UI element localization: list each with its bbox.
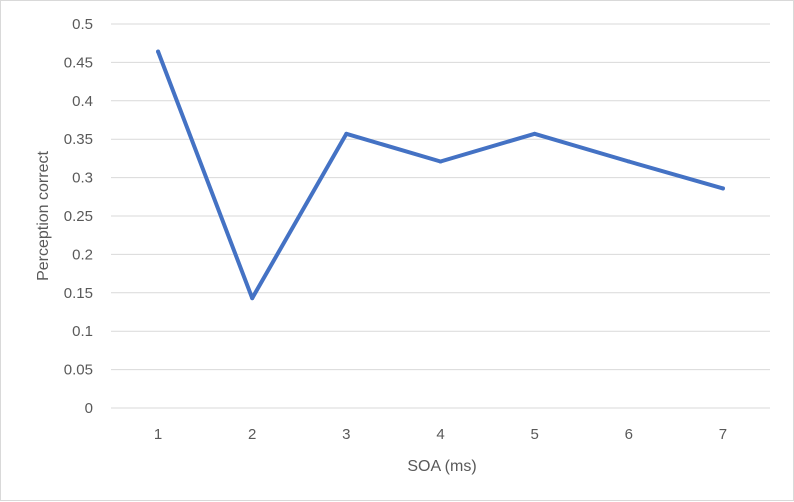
x-tick-label-4: 5 bbox=[530, 426, 538, 443]
y-tick-label-2: 0.1 bbox=[72, 323, 93, 340]
x-tick-label-1: 2 bbox=[248, 426, 256, 443]
series-layer bbox=[156, 49, 725, 301]
x-axis-tick-labels: 1 2 3 4 5 6 7 bbox=[154, 426, 727, 443]
y-axis-tick-labels: 0 0.05 0.1 0.15 0.2 0.25 0.3 0.35 0.4 0.45 0.5 bbox=[64, 16, 93, 417]
data-point-3 bbox=[438, 159, 443, 164]
series-line-0 bbox=[156, 49, 725, 301]
y-tick-label-6: 0.3 bbox=[72, 170, 93, 187]
data-point-2 bbox=[344, 131, 349, 136]
data-point-6 bbox=[720, 186, 725, 191]
y-tick-label-1: 0.05 bbox=[64, 362, 93, 379]
data-point-0 bbox=[156, 49, 161, 54]
data-point-4 bbox=[532, 131, 537, 136]
x-tick-label-6: 7 bbox=[719, 426, 727, 443]
y-axis-title: Perception correct bbox=[35, 151, 52, 281]
y-tick-label-9: 0.45 bbox=[64, 54, 93, 71]
x-tick-label-5: 6 bbox=[625, 426, 633, 443]
y-tick-label-3: 0.15 bbox=[64, 285, 93, 302]
y-tick-label-0: 0 bbox=[85, 400, 93, 417]
x-tick-label-2: 3 bbox=[342, 426, 350, 443]
data-point-1 bbox=[250, 296, 255, 301]
gridlines bbox=[111, 23, 770, 409]
x-tick-label-3: 4 bbox=[436, 426, 444, 443]
x-tick-label-0: 1 bbox=[154, 426, 162, 443]
y-tick-label-8: 0.4 bbox=[72, 93, 93, 110]
y-tick-label-10: 0.5 bbox=[72, 16, 93, 33]
y-tick-label-4: 0.2 bbox=[72, 246, 93, 263]
y-tick-label-7: 0.35 bbox=[64, 131, 93, 148]
x-axis-title: SOA (ms) bbox=[407, 458, 476, 475]
data-point-5 bbox=[626, 159, 631, 164]
y-tick-label-5: 0.25 bbox=[64, 208, 93, 225]
